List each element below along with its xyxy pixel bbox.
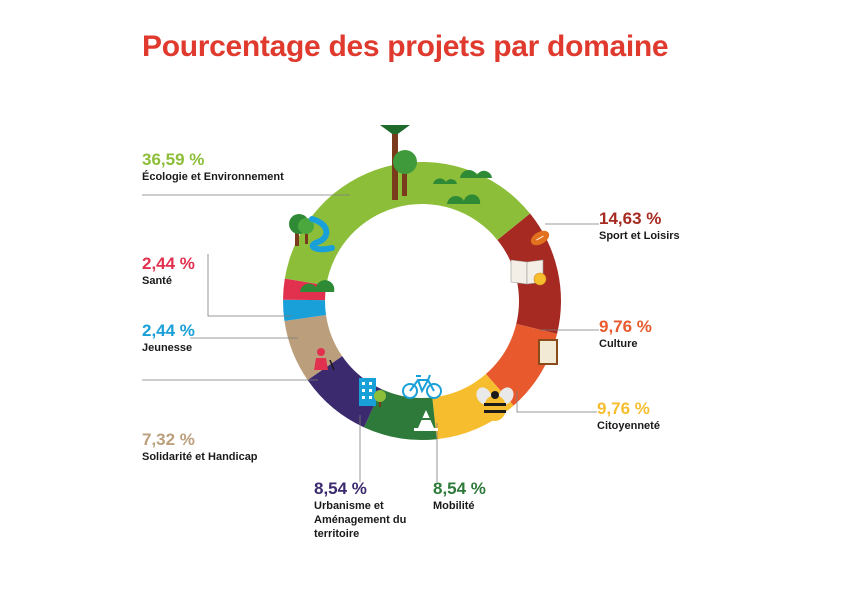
slice-6 [283,299,327,321]
name-culture: Culture [599,338,638,350]
value-sport: 14,63 % [599,209,662,228]
label-ecologie: 36,59 % Écologie et Environnement [142,150,284,184]
value-mobilite: 8,54 % [433,479,486,498]
river-icon [309,216,335,253]
label-citoyennete: 9,76 % Citoyenneté [597,399,660,433]
page-title: Pourcentage des projets par domaine [142,30,669,63]
value-ecologie: 36,59 % [142,150,205,169]
slice-4 [307,356,382,428]
value-sante: 2,44 % [142,254,195,273]
value-urbanisme: 8,54 % [314,479,367,498]
building-icon [359,378,386,407]
value-jeunesse: 2,44 % [142,321,195,340]
name-mobilite: Mobilité [433,500,475,512]
value-citoyennete: 9,76 % [597,399,650,418]
name-ecologie: Écologie et Environnement [142,171,284,183]
label-sport: 14,63 % Sport et Loisirs [599,209,680,243]
slice-5 [284,314,343,380]
name-jeunesse: Jeunesse [142,342,193,354]
label-urbanisme: 8,54 % Urbanisme et Aménagement du terri… [314,479,424,541]
frame-icon [538,339,558,365]
label-culture: 9,76 % Culture [599,317,652,351]
traffic-cone-icon [414,410,438,431]
name-citoyennete: Citoyenneté [597,420,660,432]
name-urbanisme: Urbanisme et Aménagement du territoire [314,500,407,540]
bee-icon [476,387,514,421]
leader-line [207,254,292,317]
bush-icon [300,280,335,292]
label-mobilite: 8,54 % Mobilité [433,479,486,513]
tennis-ball-icon [533,272,547,286]
name-sport: Sport et Loisirs [599,230,680,242]
slice-2 [432,373,514,440]
leader-line [516,391,597,413]
rugby-ball-icon [530,230,550,246]
slice-8 [284,161,531,286]
label-sante: 2,44 % Santé [142,254,195,288]
person-with-cane-icon [314,348,335,371]
name-solidarite: Solidarité et Handicap [142,451,258,463]
name-sante: Santé [142,275,172,287]
bicycle-icon [402,374,442,399]
trees-icon [289,125,492,246]
value-solidarite: 7,32 % [142,430,195,449]
value-culture: 9,76 % [599,317,652,336]
label-solidarite: 7,32 % Solidarité et Handicap [142,430,258,464]
label-jeunesse: 2,44 % Jeunesse [142,321,195,355]
